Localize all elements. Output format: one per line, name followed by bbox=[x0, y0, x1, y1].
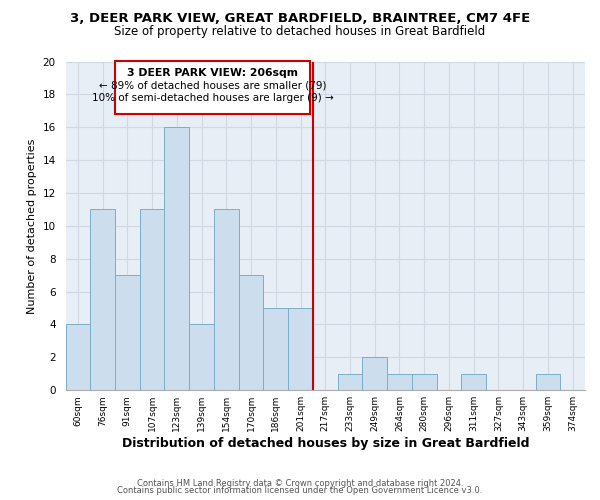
X-axis label: Distribution of detached houses by size in Great Bardfield: Distribution of detached houses by size … bbox=[122, 437, 529, 450]
Bar bbox=[362, 358, 387, 390]
Text: Size of property relative to detached houses in Great Bardfield: Size of property relative to detached ho… bbox=[115, 25, 485, 38]
Bar bbox=[461, 374, 486, 390]
Y-axis label: Number of detached properties: Number of detached properties bbox=[27, 138, 37, 314]
Bar bbox=[338, 374, 362, 390]
Bar bbox=[536, 374, 560, 390]
Bar bbox=[288, 308, 313, 390]
Text: 3, DEER PARK VIEW, GREAT BARDFIELD, BRAINTREE, CM7 4FE: 3, DEER PARK VIEW, GREAT BARDFIELD, BRAI… bbox=[70, 12, 530, 26]
Bar bbox=[239, 275, 263, 390]
Text: 3 DEER PARK VIEW: 206sqm: 3 DEER PARK VIEW: 206sqm bbox=[127, 68, 298, 78]
Bar bbox=[90, 210, 115, 390]
Text: Contains public sector information licensed under the Open Government Licence v3: Contains public sector information licen… bbox=[118, 486, 482, 495]
Text: 10% of semi-detached houses are larger (9) →: 10% of semi-detached houses are larger (… bbox=[92, 92, 334, 102]
Bar bbox=[214, 210, 239, 390]
Bar bbox=[387, 374, 412, 390]
Text: Contains HM Land Registry data © Crown copyright and database right 2024.: Contains HM Land Registry data © Crown c… bbox=[137, 478, 463, 488]
Bar bbox=[189, 324, 214, 390]
Bar bbox=[140, 210, 164, 390]
Bar bbox=[65, 324, 90, 390]
Bar bbox=[263, 308, 288, 390]
Bar bbox=[115, 275, 140, 390]
Text: ← 89% of detached houses are smaller (79): ← 89% of detached houses are smaller (79… bbox=[99, 80, 326, 90]
Bar bbox=[115, 62, 310, 114]
Bar bbox=[164, 127, 189, 390]
Bar bbox=[412, 374, 437, 390]
